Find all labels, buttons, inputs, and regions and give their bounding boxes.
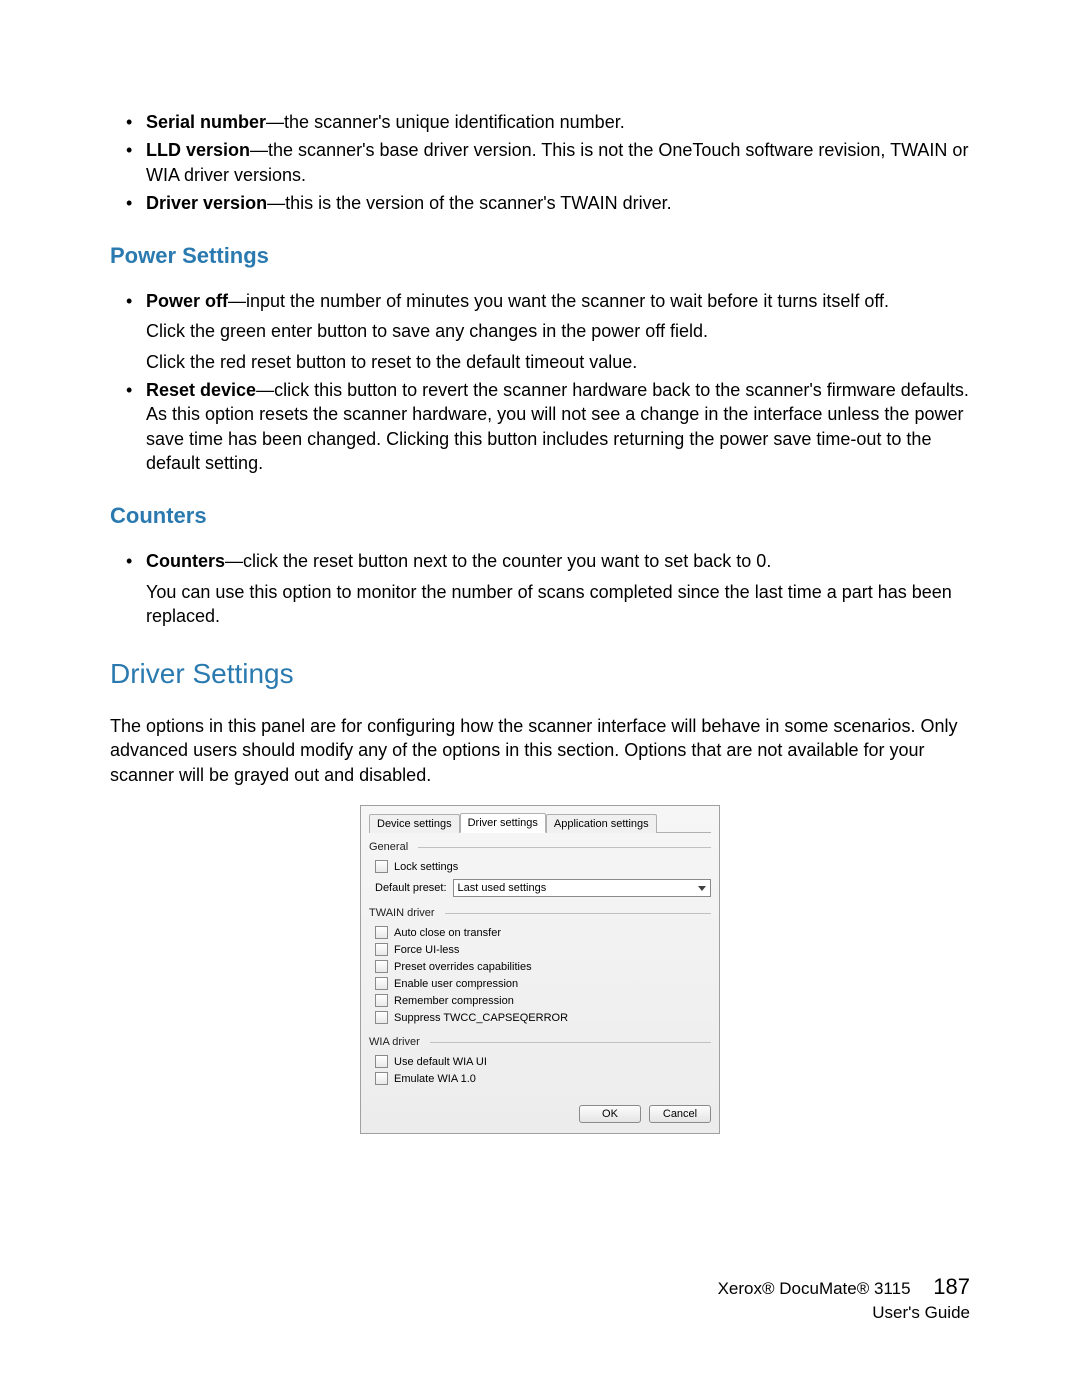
checkbox-label: Use default WIA UI [394, 1056, 487, 1068]
driver-settings-dialog: Device settings Driver settings Applicat… [360, 805, 720, 1134]
checkbox-label: Auto close on transfer [394, 927, 501, 939]
list-item: LLD version—the scanner's base driver ve… [110, 138, 970, 187]
default-preset-row: Default preset: Last used settings [375, 875, 711, 897]
tab-application-settings[interactable]: Application settings [546, 814, 657, 833]
group-general: General Lock settings Default preset: La… [369, 841, 711, 897]
footer-guide: User's Guide [718, 1302, 970, 1325]
dialog-tabs: Device settings Driver settings Applicat… [369, 812, 711, 833]
list-item: Driver version—this is the version of th… [110, 191, 970, 215]
group-wia: WIA driver Use default WIA UI Emulate WI… [369, 1036, 711, 1087]
ok-button[interactable]: OK [579, 1105, 641, 1123]
twain-option-row[interactable]: Remember compression [375, 992, 711, 1009]
term: Serial number [146, 112, 266, 132]
power-bullet-list: Power off—input the number of minutes yo… [110, 289, 970, 475]
chevron-down-icon [698, 886, 706, 891]
page-footer: Xerox® DocuMate® 3115 187 User's Guide [718, 1272, 970, 1325]
twain-option-row[interactable]: Auto close on transfer [375, 924, 711, 941]
checkbox-icon[interactable] [375, 943, 388, 956]
sub-text: You can use this option to monitor the n… [146, 580, 970, 629]
top-bullet-list: Serial number—the scanner's unique ident… [110, 110, 970, 215]
checkbox-icon[interactable] [375, 1072, 388, 1085]
list-item: Power off—input the number of minutes yo… [110, 289, 970, 374]
checkbox-label: Force UI-less [394, 944, 459, 956]
dropdown-value: Last used settings [458, 882, 547, 894]
checkbox-label: Preset overrides capabilities [394, 961, 532, 973]
power-settings-heading: Power Settings [110, 243, 970, 269]
checkbox-icon[interactable] [375, 1011, 388, 1024]
checkbox-label: Remember compression [394, 995, 514, 1007]
cancel-button[interactable]: Cancel [649, 1105, 711, 1123]
list-item: Serial number—the scanner's unique ident… [110, 110, 970, 134]
group-title: WIA driver [369, 1036, 711, 1048]
footer-product: Xerox® DocuMate® 3115 [718, 1279, 911, 1298]
group-twain: TWAIN driver Auto close on transfer Forc… [369, 907, 711, 1026]
list-item: Counters—click the reset button next to … [110, 549, 970, 628]
term-text: —click the reset button next to the coun… [225, 551, 771, 571]
sub-text: Click the green enter button to save any… [146, 319, 970, 343]
twain-option-row[interactable]: Preset overrides capabilities [375, 958, 711, 975]
default-preset-dropdown[interactable]: Last used settings [453, 879, 711, 897]
counters-bullet-list: Counters—click the reset button next to … [110, 549, 970, 628]
default-preset-label: Default preset: [375, 882, 447, 894]
tab-device-settings[interactable]: Device settings [369, 814, 460, 833]
term-text: —click this button to revert the scanner… [146, 380, 969, 473]
tab-driver-settings[interactable]: Driver settings [460, 813, 546, 833]
checkbox-icon[interactable] [375, 926, 388, 939]
footer-page-number: 187 [933, 1274, 970, 1299]
term: Counters [146, 551, 225, 571]
twain-option-row[interactable]: Enable user compression [375, 975, 711, 992]
term-text: —input the number of minutes you want th… [228, 291, 889, 311]
term-text: —the scanner's base driver version. This… [146, 140, 968, 184]
sub-text: Click the red reset button to reset to t… [146, 350, 970, 374]
checkbox-label: Enable user compression [394, 978, 518, 990]
driver-settings-heading: Driver Settings [110, 658, 970, 690]
checkbox-label: Suppress TWCC_CAPSEQERROR [394, 1012, 568, 1024]
checkbox-label: Lock settings [394, 861, 458, 873]
twain-option-row[interactable]: Suppress TWCC_CAPSEQERROR [375, 1009, 711, 1026]
checkbox-icon[interactable] [375, 960, 388, 973]
term-text: —this is the version of the scanner's TW… [267, 193, 672, 213]
term-text: —the scanner's unique identification num… [266, 112, 625, 132]
term: Driver version [146, 193, 267, 213]
counters-heading: Counters [110, 503, 970, 529]
group-title: TWAIN driver [369, 907, 711, 919]
checkbox-icon[interactable] [375, 1055, 388, 1068]
wia-option-row[interactable]: Emulate WIA 1.0 [375, 1070, 711, 1087]
twain-option-row[interactable]: Force UI-less [375, 941, 711, 958]
dialog-button-row: OK Cancel [369, 1097, 711, 1123]
checkbox-icon[interactable] [375, 860, 388, 873]
list-item: Reset device—click this button to revert… [110, 378, 970, 475]
term: Reset device [146, 380, 256, 400]
checkbox-icon[interactable] [375, 994, 388, 1007]
wia-option-row[interactable]: Use default WIA UI [375, 1053, 711, 1070]
checkbox-label: Emulate WIA 1.0 [394, 1073, 476, 1085]
term: LLD version [146, 140, 250, 160]
checkbox-icon[interactable] [375, 977, 388, 990]
group-title: General [369, 841, 711, 853]
lock-settings-row[interactable]: Lock settings [375, 858, 711, 875]
driver-settings-intro: The options in this panel are for config… [110, 714, 970, 787]
term: Power off [146, 291, 228, 311]
